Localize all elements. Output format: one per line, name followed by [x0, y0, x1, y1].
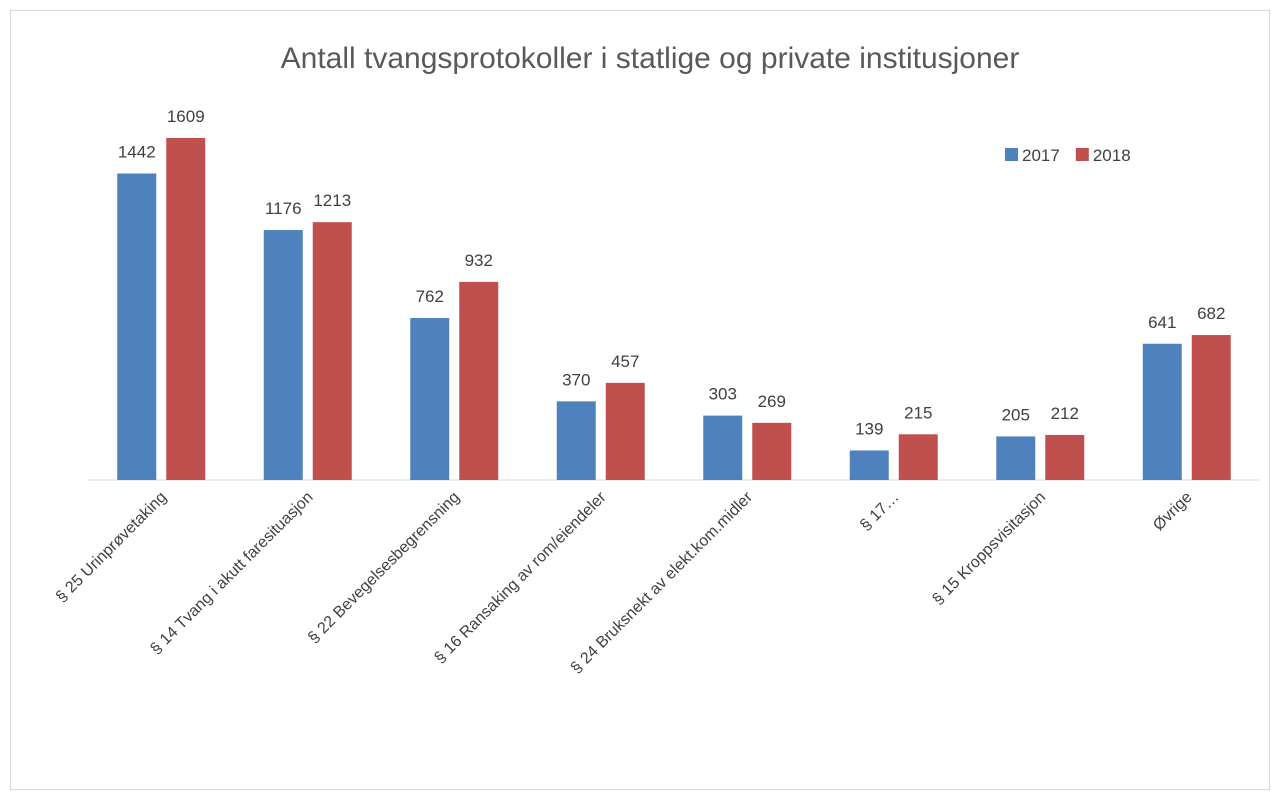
bar: [166, 138, 206, 480]
bar: [1142, 343, 1182, 480]
data-label: 370: [562, 370, 590, 389]
data-label: 215: [904, 403, 932, 422]
data-label: 682: [1197, 304, 1225, 323]
data-label: 762: [416, 287, 444, 306]
bar: [996, 436, 1036, 480]
bar: [263, 230, 303, 480]
bar: [556, 401, 596, 480]
bar: [605, 382, 645, 480]
data-label: 457: [611, 352, 639, 371]
chart-title: Antall tvangsprotokoller i statlige og p…: [281, 42, 1020, 75]
data-label: 1176: [265, 199, 302, 218]
bar: [703, 415, 743, 480]
legend-label: 2018: [1093, 146, 1131, 165]
bar: [898, 434, 938, 480]
data-label: 641: [1148, 313, 1176, 332]
bar: [459, 281, 499, 480]
data-label: 212: [1051, 404, 1079, 423]
bar: [410, 318, 450, 480]
bar: [117, 173, 157, 480]
data-label: 1213: [313, 191, 351, 210]
legend-swatch: [1075, 148, 1089, 161]
data-label: 303: [709, 385, 737, 404]
legend-swatch: [1005, 148, 1018, 161]
bar: [1045, 434, 1085, 480]
bar: [849, 450, 889, 480]
data-label: 205: [1002, 405, 1030, 424]
data-label: 932: [465, 251, 493, 270]
legend-label: 2017: [1022, 146, 1060, 165]
bar: [312, 222, 352, 480]
data-label: 1609: [167, 107, 205, 126]
data-label: 269: [758, 392, 786, 411]
bar: [752, 422, 792, 480]
data-label: 139: [855, 419, 883, 438]
bar: [1191, 335, 1231, 480]
data-label: 1442: [118, 142, 156, 161]
